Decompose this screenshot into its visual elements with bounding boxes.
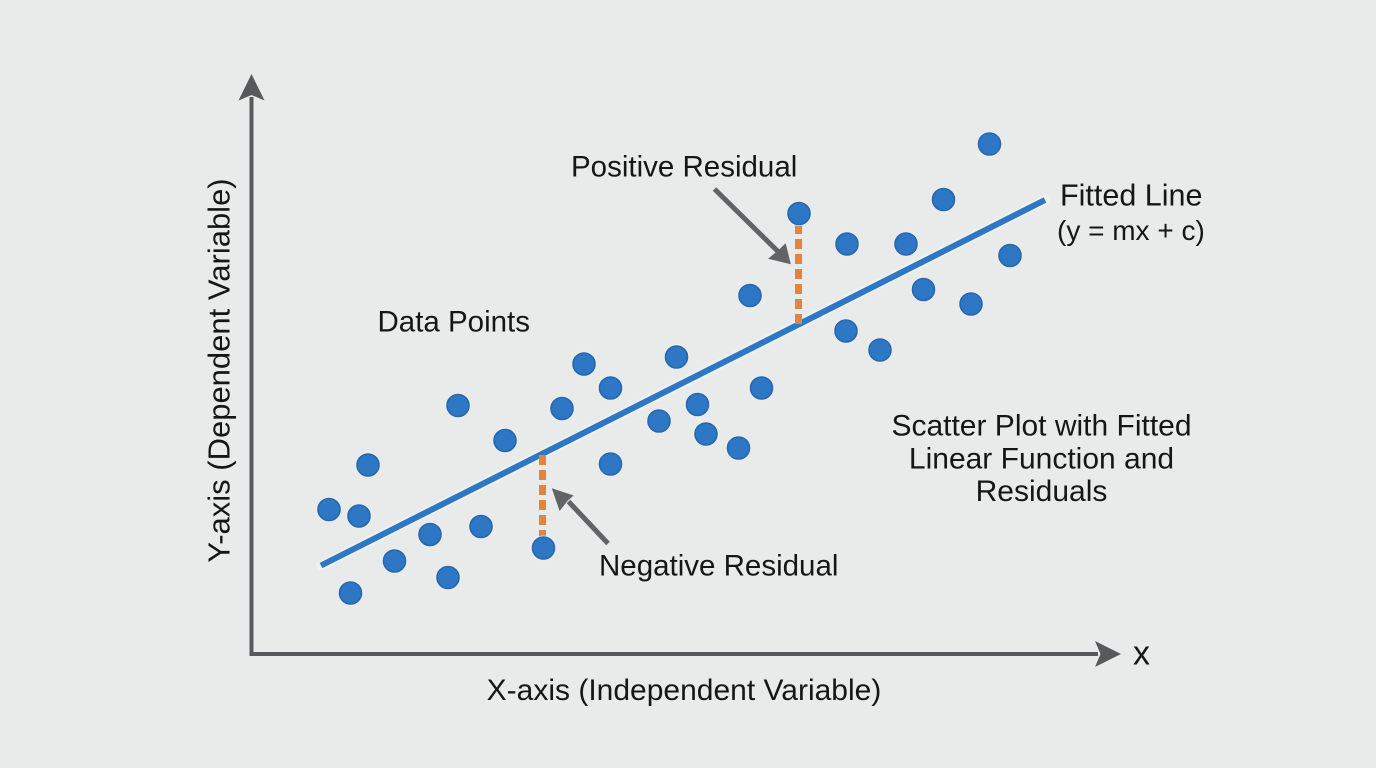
svg-text:(y = mx + c): (y = mx + c) <box>1057 215 1205 246</box>
svg-text:Scatter Plot with Fitted: Scatter Plot with Fitted <box>891 410 1191 443</box>
svg-text:Linear Function and: Linear Function and <box>909 442 1174 475</box>
svg-text:Residuals: Residuals <box>976 475 1108 508</box>
svg-text:Negative Residual: Negative Residual <box>599 550 838 583</box>
svg-text:Y-axis (Dependent Variable): Y-axis (Dependent Variable) <box>202 178 237 562</box>
svg-text:X-axis (Independent Variable): X-axis (Independent Variable) <box>487 674 882 707</box>
svg-text:Fitted Line: Fitted Line <box>1060 178 1202 212</box>
svg-text:Positive Residual: Positive Residual <box>571 151 797 184</box>
svg-text:x: x <box>1133 635 1150 673</box>
svg-text:Data Points: Data Points <box>378 306 531 339</box>
